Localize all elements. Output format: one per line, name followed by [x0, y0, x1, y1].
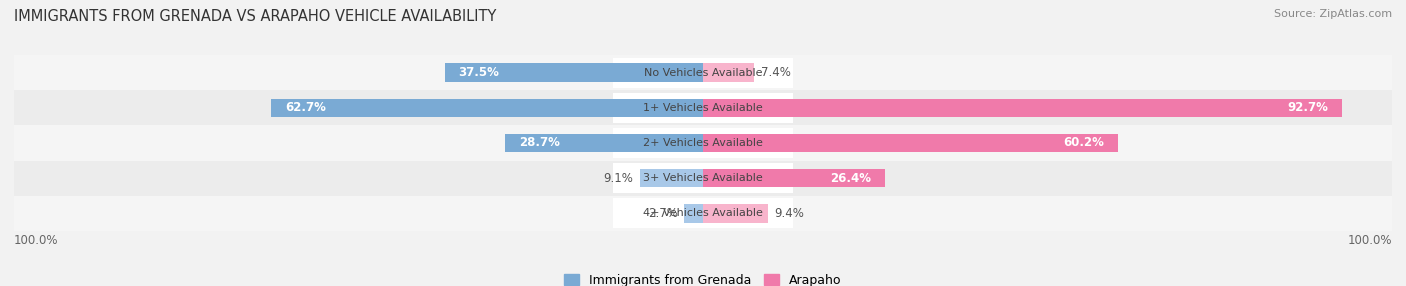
- Bar: [703, 204, 768, 223]
- Bar: [703, 169, 884, 187]
- Legend: Immigrants from Grenada, Arapaho: Immigrants from Grenada, Arapaho: [564, 274, 842, 286]
- Text: 9.1%: 9.1%: [603, 172, 634, 185]
- Text: 2+ Vehicles Available: 2+ Vehicles Available: [643, 138, 763, 148]
- Text: 37.5%: 37.5%: [458, 66, 499, 79]
- Text: 2.7%: 2.7%: [648, 207, 678, 220]
- Text: 1+ Vehicles Available: 1+ Vehicles Available: [643, 103, 763, 113]
- Text: 9.4%: 9.4%: [775, 207, 804, 220]
- Bar: [505, 134, 703, 152]
- Text: 28.7%: 28.7%: [519, 136, 560, 150]
- Bar: [14, 125, 1392, 161]
- Text: 100.0%: 100.0%: [1347, 234, 1392, 247]
- Text: 62.7%: 62.7%: [285, 101, 326, 114]
- Text: 92.7%: 92.7%: [1286, 101, 1327, 114]
- Text: IMMIGRANTS FROM GRENADA VS ARAPAHO VEHICLE AVAILABILITY: IMMIGRANTS FROM GRENADA VS ARAPAHO VEHIC…: [14, 9, 496, 23]
- Bar: [640, 169, 703, 187]
- Text: 26.4%: 26.4%: [830, 172, 872, 185]
- Bar: [703, 99, 1341, 117]
- Bar: [613, 128, 793, 158]
- Bar: [703, 63, 754, 82]
- Text: 60.2%: 60.2%: [1063, 136, 1104, 150]
- Bar: [613, 163, 793, 193]
- Text: 7.4%: 7.4%: [761, 66, 790, 79]
- Text: No Vehicles Available: No Vehicles Available: [644, 67, 762, 78]
- Bar: [613, 58, 793, 88]
- Text: 100.0%: 100.0%: [14, 234, 59, 247]
- Text: 3+ Vehicles Available: 3+ Vehicles Available: [643, 173, 763, 183]
- Bar: [444, 63, 703, 82]
- Bar: [14, 90, 1392, 125]
- Bar: [271, 99, 703, 117]
- Bar: [14, 196, 1392, 231]
- Text: 4+ Vehicles Available: 4+ Vehicles Available: [643, 208, 763, 219]
- Text: Source: ZipAtlas.com: Source: ZipAtlas.com: [1274, 9, 1392, 19]
- Bar: [685, 204, 703, 223]
- Bar: [14, 161, 1392, 196]
- Bar: [613, 198, 793, 228]
- Bar: [613, 93, 793, 123]
- Bar: [14, 55, 1392, 90]
- Bar: [703, 134, 1118, 152]
